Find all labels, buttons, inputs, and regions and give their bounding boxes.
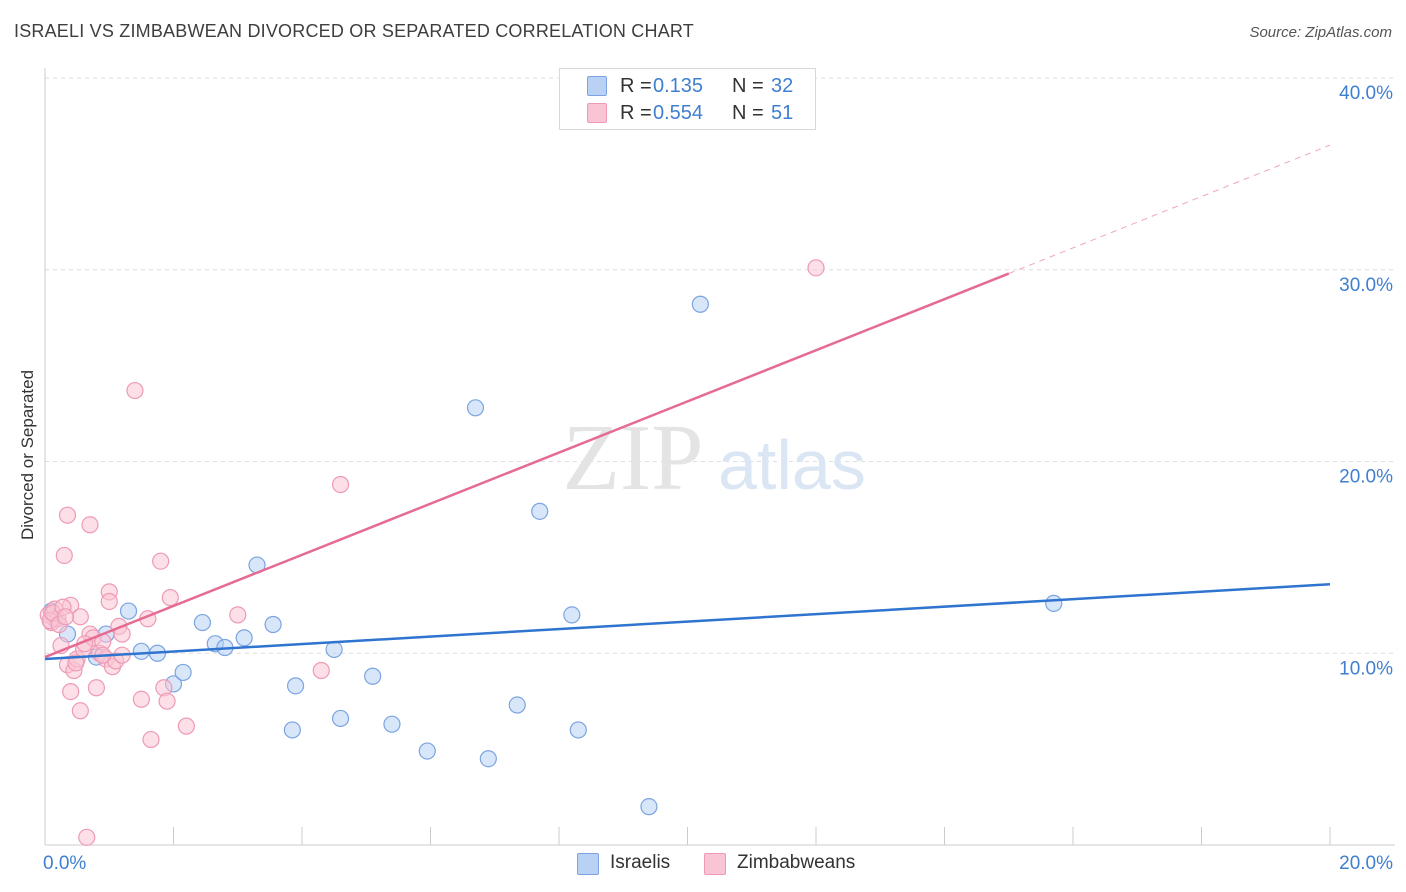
legend-r-value: 0.554 bbox=[653, 102, 704, 124]
israelis-point bbox=[1045, 594, 1063, 612]
israelis-point bbox=[569, 721, 587, 739]
y-tick-label: 10.0% bbox=[1339, 658, 1393, 679]
axes bbox=[44, 68, 1395, 846]
israelis-point bbox=[466, 399, 485, 417]
zimbabweans-point bbox=[142, 730, 160, 749]
tick-labels: 10.0% 20.0% 30.0% 40.0% 0.0% 20.0% bbox=[43, 83, 1393, 874]
y-axis-label: Divorced or Separated bbox=[18, 369, 37, 541]
zimbabweans-point bbox=[807, 259, 825, 277]
israelis-point bbox=[479, 750, 497, 768]
israelis-point bbox=[691, 295, 709, 313]
israelis-point bbox=[325, 640, 343, 659]
series-legend: Israelis Zimbabweans bbox=[0, 851, 1406, 877]
israelis-point bbox=[174, 663, 192, 682]
israelis-swatch bbox=[587, 76, 607, 96]
watermark: ZIP atlas bbox=[563, 406, 866, 510]
y-tick-label: 40.0% bbox=[1339, 83, 1393, 104]
israelis-point bbox=[383, 715, 401, 733]
israelis-point bbox=[119, 602, 138, 620]
zimbabweans-point bbox=[67, 654, 85, 672]
israelis-legend-swatch bbox=[577, 853, 599, 875]
zimbabweans-point bbox=[81, 516, 99, 534]
legend-n-value: 32 bbox=[771, 75, 794, 97]
zimbabweans-point bbox=[126, 381, 144, 400]
correlation-legend: R = 0.135 N = 32 R = 0.554 N = 51 bbox=[559, 68, 816, 130]
israelis-point bbox=[364, 667, 382, 685]
zimbabweans-trendline bbox=[44, 272, 1010, 659]
zimbabweans-trendline bbox=[1008, 144, 1331, 275]
israelis-point bbox=[286, 677, 305, 695]
israelis-point bbox=[418, 742, 436, 760]
gridlines bbox=[45, 77, 1395, 654]
zimbabweans-point bbox=[55, 546, 73, 565]
zimbabweans-point bbox=[62, 682, 80, 701]
source-note: Source: ZipAtlas.com bbox=[1249, 24, 1392, 41]
chart-title: ISRAELI VS ZIMBABWEAN DIVORCED OR SEPARA… bbox=[14, 21, 694, 41]
zimbabweans-point bbox=[71, 608, 89, 626]
israelis-point bbox=[132, 642, 150, 660]
watermark-zip: ZIP bbox=[563, 406, 704, 510]
legend-label-israelis: Israelis bbox=[610, 852, 671, 873]
watermark-atlas: atlas bbox=[718, 426, 866, 504]
zimbabweans-point bbox=[229, 606, 247, 624]
israelis-point bbox=[235, 629, 253, 647]
legend-n-label: N = bbox=[732, 102, 764, 124]
zimbabweans-point bbox=[132, 690, 150, 708]
legend-label-zimbabweans: Zimbabweans bbox=[737, 852, 856, 873]
israelis-point bbox=[508, 696, 526, 714]
zimbabweans-point bbox=[331, 475, 350, 494]
x-tick-label: 0.0% bbox=[43, 853, 86, 874]
zimbabweans-legend-swatch bbox=[704, 853, 726, 875]
legend-n-value: 51 bbox=[771, 102, 794, 124]
israelis-point bbox=[531, 502, 549, 520]
zimbabweans-swatch bbox=[587, 103, 607, 123]
zimbabweans-point bbox=[56, 608, 75, 626]
zimbabweans-point bbox=[87, 679, 106, 697]
legend-r-value: 0.135 bbox=[653, 75, 704, 97]
israelis-point bbox=[283, 721, 301, 739]
zimbabweans-point bbox=[71, 702, 89, 720]
y-tick-label: 30.0% bbox=[1339, 275, 1393, 296]
zimbabweans-point bbox=[158, 692, 176, 710]
legend-r-label: R = bbox=[620, 75, 652, 97]
legend-n-label: N = bbox=[732, 75, 764, 97]
israelis-point bbox=[193, 613, 212, 632]
israelis-points bbox=[42, 295, 1063, 816]
zimbabweans-point bbox=[177, 717, 195, 735]
israelis-point bbox=[563, 606, 581, 624]
israelis-trendline bbox=[44, 582, 1331, 661]
israelis-point bbox=[640, 798, 658, 816]
zimbabweans-point bbox=[100, 592, 118, 611]
zimbabweans-point bbox=[161, 589, 179, 607]
zimbabweans-point bbox=[78, 828, 96, 846]
y-tick-label: 20.0% bbox=[1339, 467, 1393, 488]
legend-r-label: R = bbox=[620, 102, 652, 124]
israelis-point bbox=[331, 709, 350, 728]
x-tick-label: 20.0% bbox=[1339, 853, 1393, 874]
zimbabweans-point bbox=[58, 506, 77, 524]
trendlines bbox=[44, 144, 1331, 661]
zimbabweans-point bbox=[152, 552, 170, 570]
israelis-point bbox=[264, 615, 282, 634]
zimbabweans-point bbox=[312, 661, 330, 680]
